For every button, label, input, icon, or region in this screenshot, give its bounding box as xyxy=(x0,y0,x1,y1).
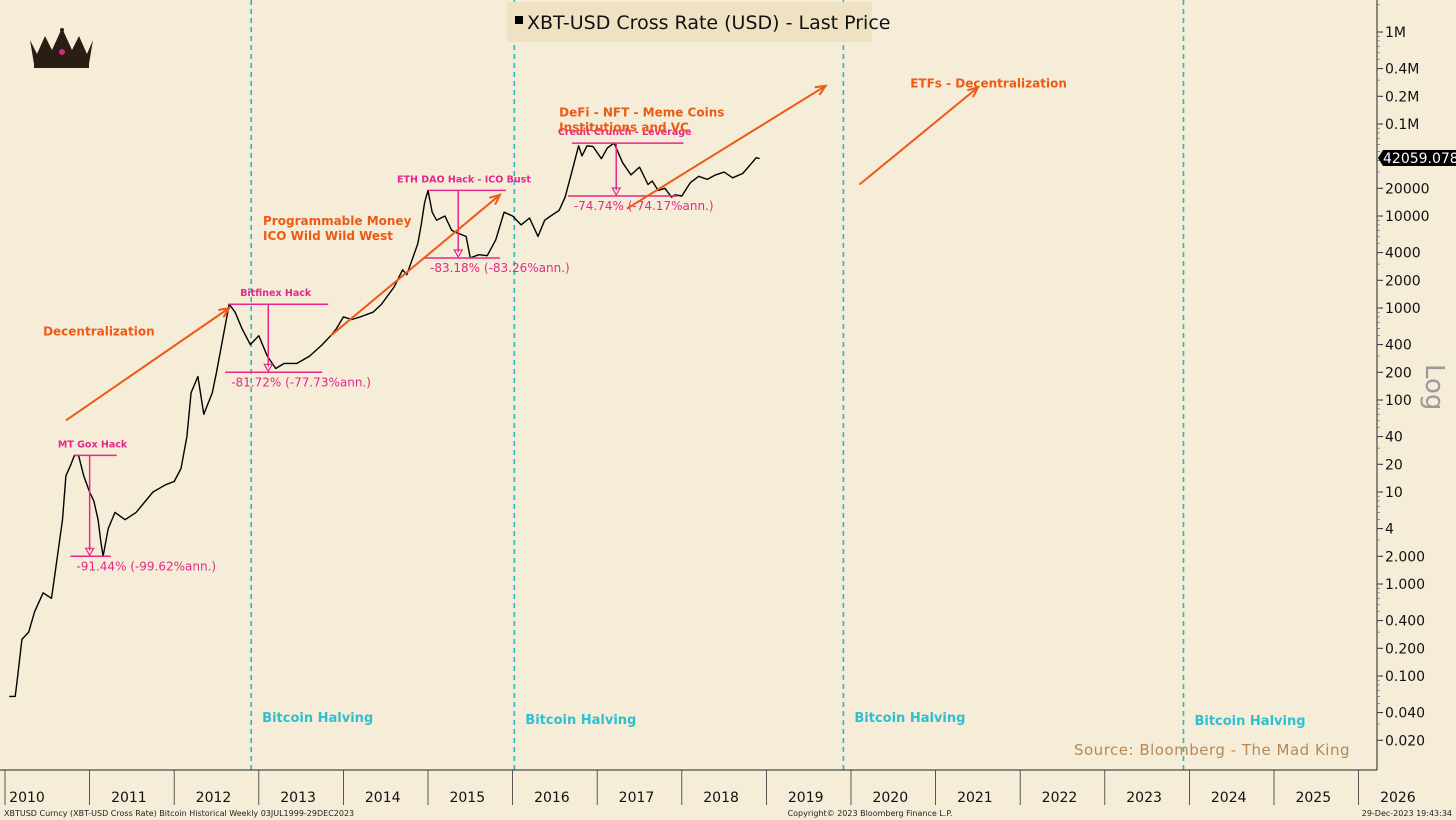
y-tick-label: 400 xyxy=(1385,338,1412,354)
x-tick-label: 2016 xyxy=(534,790,570,806)
y-tick-label: 10 xyxy=(1385,485,1403,501)
theme-label: Programmable Money xyxy=(263,214,412,228)
y-tick-label: 1000 xyxy=(1385,301,1421,317)
x-tick-label: 2014 xyxy=(365,790,401,806)
x-tick-label: 2021 xyxy=(957,790,993,806)
last-price-tag: 42059.078 xyxy=(1378,150,1456,167)
x-axis-ticks: 2010 2011 2012 2013 2014 2015 2016 2017 2018 2019… xyxy=(4,770,1416,806)
theme-label: Decentralization xyxy=(43,325,155,339)
last-price-label: 42059.078 xyxy=(1383,151,1456,167)
trend-arrow-head xyxy=(489,193,502,206)
x-tick-label: 2012 xyxy=(196,790,232,806)
y-tick-label: 0.1M xyxy=(1385,117,1419,133)
drawdown-arrowhead xyxy=(263,363,274,373)
drawdown-arrowhead xyxy=(453,249,464,259)
x-tick-label: 2015 xyxy=(449,790,485,806)
x-tick-label: 2010 xyxy=(9,790,45,806)
x-tick-label: 2020 xyxy=(872,790,908,806)
theme-label: Institutions and VC xyxy=(559,121,689,135)
halving-label: Bitcoin Halving xyxy=(854,711,965,726)
crown-logo xyxy=(30,28,93,68)
y-tick-label: 200 xyxy=(1385,365,1412,381)
y-tick-label: 4000 xyxy=(1385,246,1421,262)
x-tick-label: 2022 xyxy=(1042,790,1078,806)
drawdown-arrowhead xyxy=(84,547,95,557)
y-axis-ticks: 1M 0.4M 0.2M 0.1M 20000 10000 4000 2000 1000 400 2… xyxy=(1377,4,1430,749)
halving-label: Bitcoin Halving xyxy=(262,711,373,726)
y-tick-label: 1.000 xyxy=(1385,577,1425,593)
x-tick-label: 2018 xyxy=(703,790,739,806)
y-tick-label: 20 xyxy=(1385,457,1403,473)
x-tick-label: 2013 xyxy=(280,790,316,806)
trend-arrow-line xyxy=(626,84,827,210)
y-tick-label: 100 xyxy=(1385,393,1412,409)
y-axis-label: Log xyxy=(1419,364,1449,410)
y-tick-label: 0.200 xyxy=(1385,641,1425,657)
trend-arrow-line xyxy=(65,307,230,422)
halving-label: Bitcoin Halving xyxy=(525,713,636,728)
y-tick-label: 0.020 xyxy=(1385,733,1425,749)
drawdown-annotations: MT Gox Hack -91.44% (-99.62%ann.) Bitfinex… xyxy=(58,127,714,573)
title-box xyxy=(507,2,872,42)
footer-right: 29-Dec-2023 19:43:34 xyxy=(1362,809,1452,818)
y-tick-label: 40 xyxy=(1385,430,1403,446)
drawdown-percent-label: -91.44% (-99.62%ann.) xyxy=(76,559,216,573)
drawdown-event-label: MT Gox Hack xyxy=(58,439,128,450)
drawdown-percent-label: -83.18% (-83.26%ann.) xyxy=(430,261,570,275)
y-tick-label: 0.100 xyxy=(1385,669,1425,685)
halving-lines: Bitcoin Halving Bitcoin Halving Bitcoin Ha… xyxy=(250,0,1306,770)
theme-label: ETFs - Decentralization xyxy=(910,76,1067,90)
x-tick-label: 2019 xyxy=(788,790,824,806)
x-tick-label: 2026 xyxy=(1380,790,1416,806)
source-credit: Source: Bloomberg - The Mad King xyxy=(1074,741,1350,759)
x-tick-label: 2017 xyxy=(619,790,655,806)
chart-title: XBT-USD Cross Rate (USD) - Last Price xyxy=(527,12,890,34)
drawdown-event-label: ETH DAO Hack - ICO Bust xyxy=(397,174,531,185)
y-tick-label: 4 xyxy=(1385,522,1394,538)
y-tick-label: 2000 xyxy=(1385,273,1421,289)
trend-arrow-head xyxy=(967,85,980,98)
trend-arrow-line xyxy=(858,86,979,186)
y-tick-label: 1M xyxy=(1385,25,1406,41)
x-tick-label: 2011 xyxy=(111,790,147,806)
y-tick-label: 10000 xyxy=(1385,209,1430,225)
drawdown-event-label: Credit Crunch - Leverage xyxy=(558,127,692,138)
trend-arrow-head xyxy=(814,84,828,96)
x-tick-label: 2023 xyxy=(1126,790,1162,806)
x-tick-label: 2024 xyxy=(1211,790,1247,806)
y-tick-label: 2.000 xyxy=(1385,549,1425,565)
halving-label: Bitcoin Halving xyxy=(1194,714,1305,729)
y-tick-label: 0.4M xyxy=(1385,62,1419,78)
trend-arrow-head xyxy=(218,306,232,318)
drawdown-event-label: Bitfinex Hack xyxy=(240,288,312,299)
footer-center: Copyright© 2023 Bloomberg Finance L.P. xyxy=(788,809,953,818)
theme-label: ICO Wild Wild West xyxy=(263,229,393,243)
trend-arrow-line xyxy=(330,194,501,337)
legend-swatch xyxy=(515,16,523,24)
theme-label: DeFi - NFT - Meme Coins xyxy=(559,106,724,120)
drawdown-percent-label: -81.72% (-77.73%ann.) xyxy=(231,375,371,389)
y-tick-label: 0.400 xyxy=(1385,614,1425,630)
y-tick-label: 0.2M xyxy=(1385,89,1419,105)
x-tick-label: 2025 xyxy=(1295,790,1331,806)
trend-arrows xyxy=(65,84,980,422)
drawdown-arrowhead xyxy=(611,187,622,197)
y-tick-label: 20000 xyxy=(1385,181,1430,197)
footer-left: XBTUSD Curncy (XBT-USD Cross Rate) Bitco… xyxy=(4,809,354,818)
drawdown-percent-label: -74.74% (-74.17%ann.) xyxy=(574,199,714,213)
y-tick-label: 0.040 xyxy=(1385,706,1425,722)
